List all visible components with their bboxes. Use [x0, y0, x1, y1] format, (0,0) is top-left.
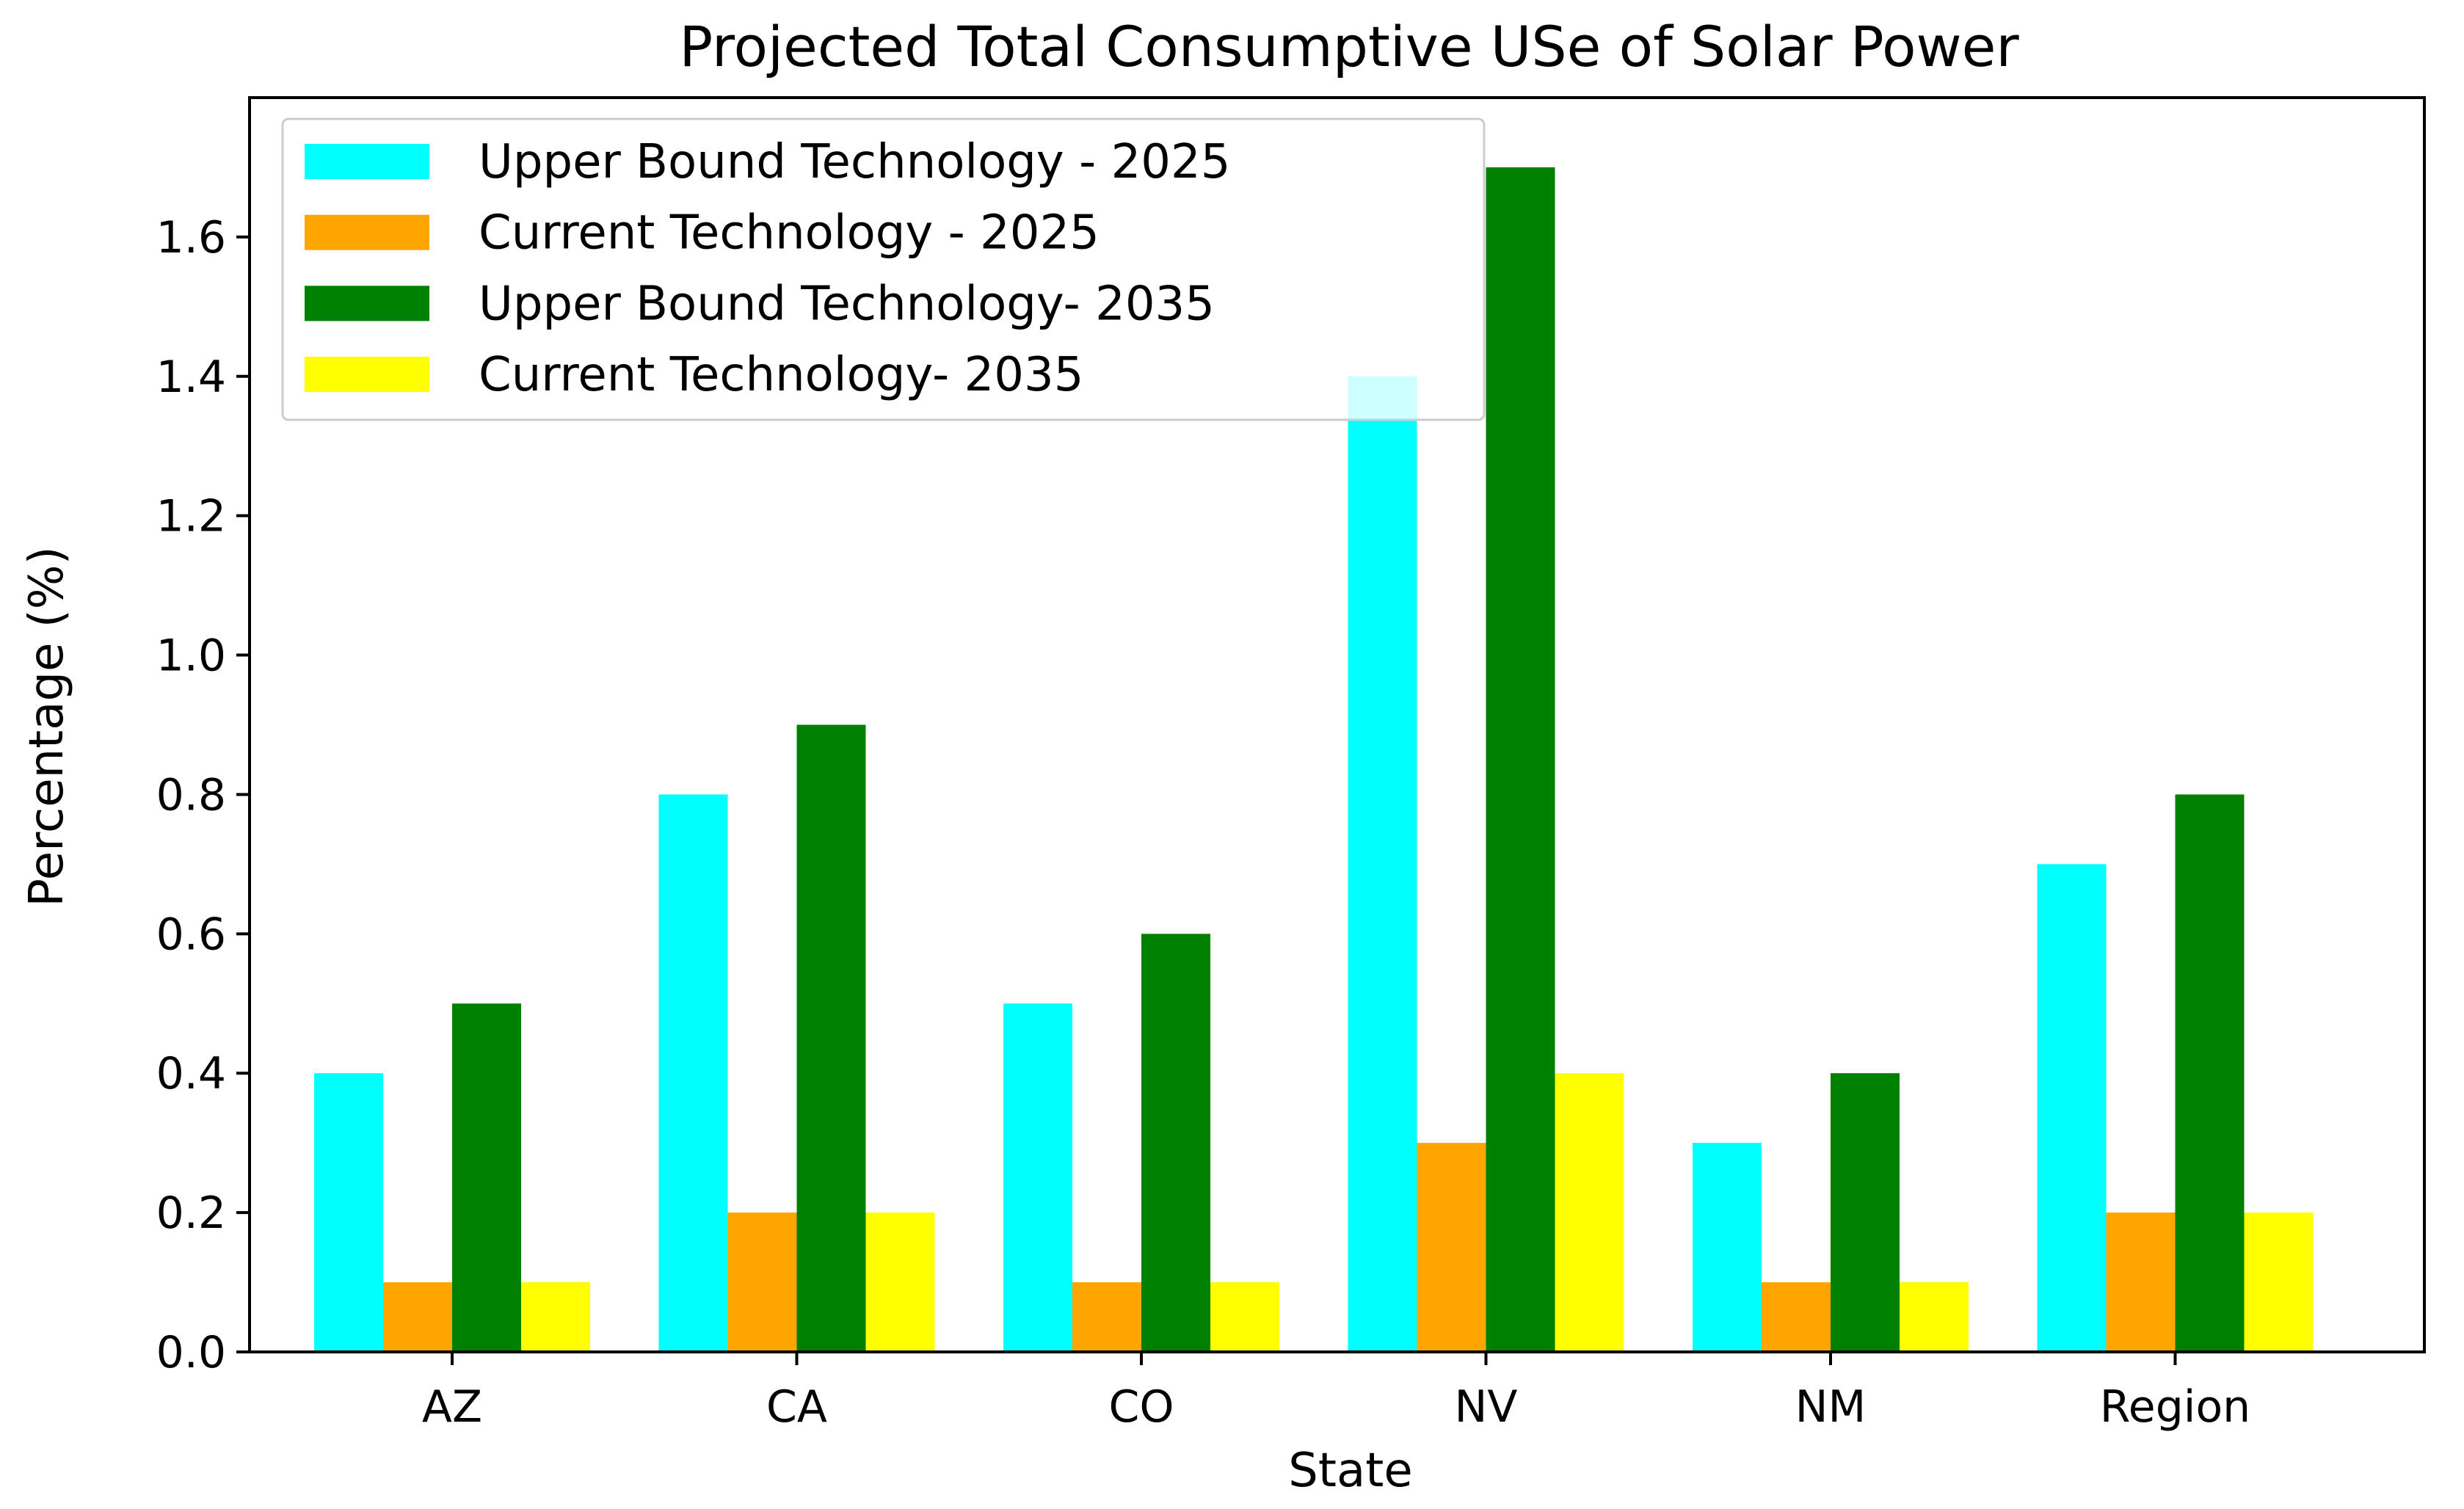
y-tick-label: 1.0 [156, 630, 226, 682]
legend-swatch-3 [305, 286, 429, 321]
bar-region-series-1 [2037, 864, 2107, 1352]
y-tick-label: 0.2 [156, 1188, 226, 1239]
plot-frame [248, 96, 2426, 1353]
bar-ca-series-3 [796, 724, 866, 1352]
x-tick-label: Region [2100, 1381, 2250, 1433]
y-tick-label: 1.6 [156, 212, 226, 263]
x-tick-label: AZ [422, 1381, 482, 1433]
legend-label-2: Current Technology - 2025 [479, 206, 1100, 261]
x-tick-label: NV [1455, 1381, 1518, 1433]
bar-nm-series-2 [1762, 1282, 1831, 1352]
bar-co-series-1 [1003, 1003, 1072, 1352]
legend-frame [281, 117, 1486, 421]
bar-co-series-3 [1141, 934, 1210, 1352]
legend: Upper Bound Technology - 2025 Current Tec… [281, 117, 1486, 421]
legend-swatch-1 [305, 144, 429, 179]
bars-layer [314, 167, 2314, 1352]
y-axis-label: Percentage (%) [20, 546, 74, 906]
x-axis-label: State [1288, 1444, 1412, 1498]
bar-nm-series-1 [1693, 1143, 1762, 1352]
bar-region-series-2 [2106, 1212, 2176, 1352]
chart-title: Projected Total Consumptive USe of Solar… [679, 14, 2019, 79]
legend-label-4: Current Technology- 2035 [479, 348, 1083, 402]
bar-region-series-4 [2244, 1212, 2314, 1352]
bar-az-series-2 [383, 1282, 452, 1352]
bar-co-series-2 [1072, 1282, 1141, 1352]
bar-nm-series-3 [1831, 1073, 1900, 1352]
legend-swatch-2 [305, 214, 429, 250]
bar-az-series-4 [521, 1282, 590, 1352]
legend-swatch-4 [305, 357, 429, 393]
legend-label-1: Upper Bound Technology - 2025 [479, 135, 1230, 189]
bar-region-series-3 [2175, 794, 2245, 1352]
x-tick-label: NM [1795, 1381, 1867, 1433]
bar-az-series-3 [452, 1003, 521, 1352]
axes-layer: 0.0 0.2 0.4 0.6 0.8 1.0 1.2 1.4 1.6 AZ CA CO NV NM Reg… [156, 96, 2426, 1433]
bar-ca-series-1 [658, 794, 728, 1352]
y-tick-label: 0.8 [156, 769, 226, 821]
bar-nv-series-2 [1417, 1143, 1486, 1352]
y-tick-label: 1.2 [156, 491, 226, 542]
bar-az-series-1 [314, 1073, 383, 1352]
bar-nm-series-4 [1900, 1282, 1969, 1352]
bar-ca-series-2 [727, 1212, 797, 1352]
bar-ca-series-4 [865, 1212, 935, 1352]
bar-nv-series-1 [1348, 376, 1417, 1352]
y-tick-label: 1.4 [156, 352, 226, 403]
bar-co-series-4 [1210, 1282, 1279, 1352]
y-tick-label: 0.4 [156, 1048, 226, 1099]
x-tick-label: CO [1108, 1381, 1174, 1433]
legend-label-3: Upper Bound Technology- 2035 [479, 277, 1215, 331]
x-tick-label: CA [766, 1381, 827, 1433]
bar-nv-series-3 [1486, 167, 1555, 1352]
bar-nv-series-4 [1555, 1073, 1624, 1352]
y-tick-label: 0.6 [156, 909, 226, 960]
y-tick-label: 0.0 [156, 1327, 226, 1378]
